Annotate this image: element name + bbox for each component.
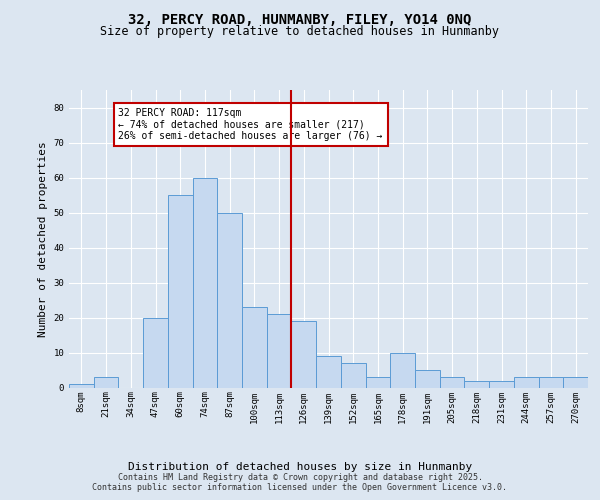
Bar [464,380,489,388]
Bar [168,195,193,388]
Text: Distribution of detached houses by size in Hunmanby: Distribution of detached houses by size … [128,462,472,472]
Bar [267,314,292,388]
Bar [440,377,464,388]
Bar [193,178,217,388]
Bar [365,377,390,388]
Bar [489,380,514,388]
Text: 32, PERCY ROAD, HUNMANBY, FILEY, YO14 0NQ: 32, PERCY ROAD, HUNMANBY, FILEY, YO14 0N… [128,12,472,26]
Bar [217,212,242,388]
Bar [69,384,94,388]
Bar [390,352,415,388]
Bar [94,377,118,388]
Text: Contains HM Land Registry data © Crown copyright and database right 2025.
Contai: Contains HM Land Registry data © Crown c… [92,473,508,492]
Bar [341,363,365,388]
Bar [143,318,168,388]
Bar [242,307,267,388]
Bar [539,377,563,388]
Bar [415,370,440,388]
Text: 32 PERCY ROAD: 117sqm
← 74% of detached houses are smaller (217)
26% of semi-det: 32 PERCY ROAD: 117sqm ← 74% of detached … [118,108,383,140]
Bar [514,377,539,388]
Bar [563,377,588,388]
Bar [316,356,341,388]
Y-axis label: Number of detached properties: Number of detached properties [38,141,48,336]
Text: Size of property relative to detached houses in Hunmanby: Size of property relative to detached ho… [101,25,499,38]
Bar [292,321,316,388]
